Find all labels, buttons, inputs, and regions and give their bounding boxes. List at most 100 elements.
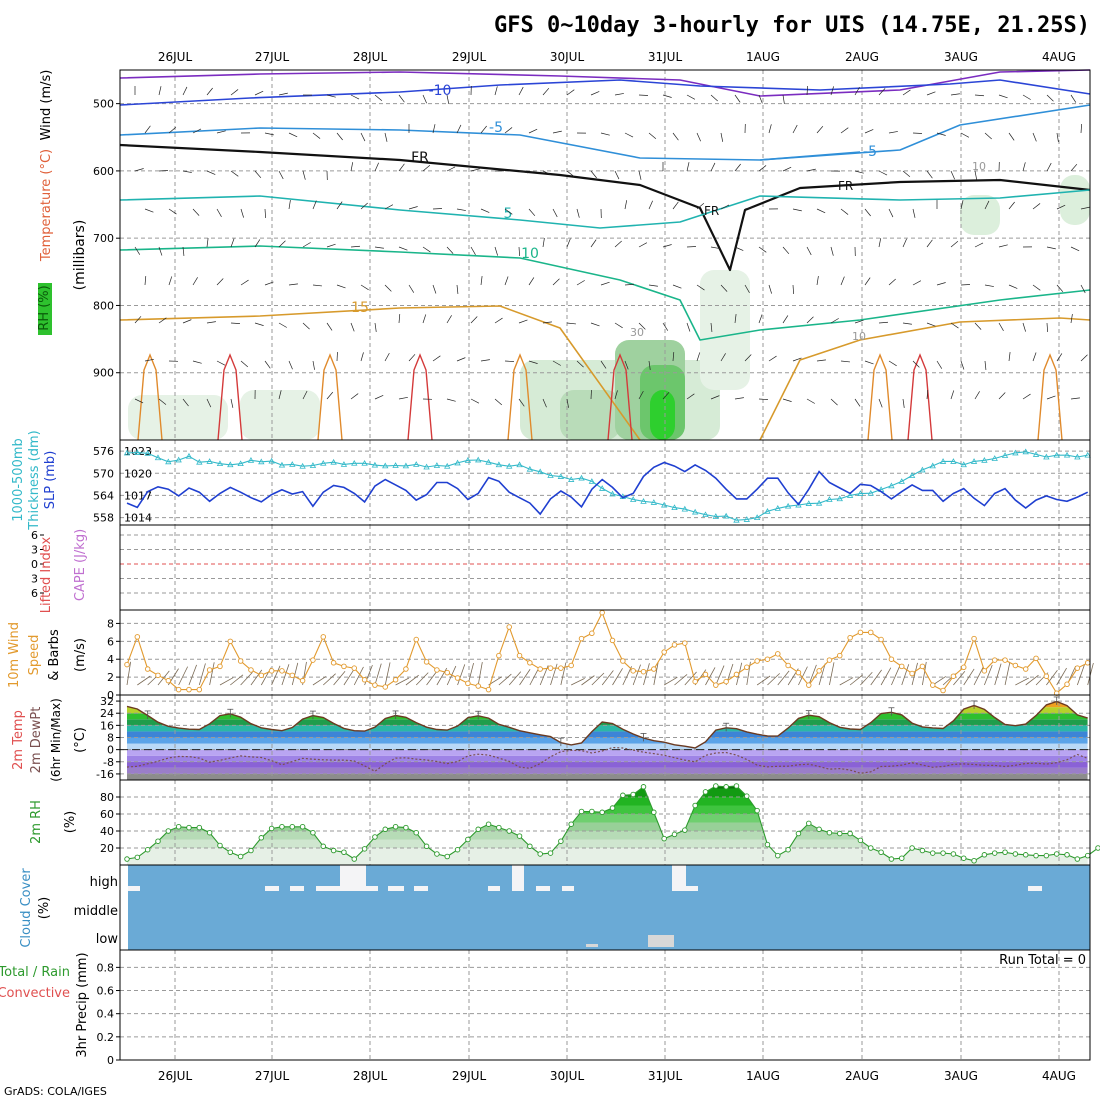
surface-wind-barb (209, 662, 215, 686)
y-tick-label: 0 (107, 689, 114, 702)
surface-rh-panel: 20 40 60 80 (100, 779, 1100, 866)
surface-wind-barb (612, 668, 623, 686)
wind-barb (840, 127, 849, 134)
wind-barb (360, 202, 368, 210)
wind-barb (480, 125, 487, 134)
thickness-marker (919, 466, 926, 473)
cloud-gap (672, 865, 686, 891)
surface-wind-barb (250, 669, 263, 686)
wind-barb (686, 94, 696, 100)
wind-speed-marker (878, 636, 884, 643)
y-tick-label: 800 (93, 299, 114, 312)
wind-barb (158, 317, 167, 324)
wind-barb (398, 396, 408, 400)
wind-barb (1008, 284, 1018, 289)
wind-speed-marker (258, 672, 265, 679)
wind-barb (182, 398, 189, 407)
contour-label: 10 (521, 246, 539, 262)
wind-barb (576, 280, 585, 286)
thickness-marker (423, 463, 430, 470)
surface-temperature-contour (407, 353, 433, 441)
wind-barb (912, 280, 922, 286)
wind-speed-marker (268, 668, 275, 674)
rh-marker (516, 833, 523, 839)
surface-wind-barb (415, 672, 429, 686)
wind-barb (902, 170, 911, 178)
thickness-marker (392, 462, 399, 468)
surface-wind-barb (230, 674, 244, 686)
cloud-gap (414, 886, 428, 891)
wind-speed-marker (289, 672, 296, 679)
thickness-marker (485, 458, 492, 465)
wind-barb (614, 322, 623, 329)
low-cloud-mark (648, 935, 674, 947)
wind-barb (398, 163, 405, 172)
rh-marker (826, 829, 833, 836)
wind-barb (504, 127, 513, 134)
y-tick-label: 20 (100, 842, 114, 855)
thickness-marker (444, 462, 451, 469)
wind-barb (528, 128, 538, 134)
wind-barb (638, 170, 642, 180)
thickness-marker (609, 490, 616, 497)
wind-speed-marker (1012, 662, 1019, 669)
wind-barb (888, 360, 897, 367)
date-label-top: 30JUL (550, 50, 585, 64)
wind-barb (744, 354, 752, 362)
wind-barb (926, 91, 936, 96)
wind-speed-marker (868, 629, 874, 636)
wind-barb (1008, 132, 1015, 141)
wind-barb (1046, 246, 1056, 250)
wind-barb (816, 359, 826, 362)
rh-marker (258, 835, 265, 841)
wind-barb (264, 360, 271, 369)
wind-barb (638, 322, 646, 330)
precip-axis-title: 3hr Precip (mm) (75, 952, 90, 1057)
surface-wind-barb (973, 666, 984, 686)
wind-barb (518, 170, 528, 174)
wind-barb (744, 284, 750, 293)
wind-barb (1056, 204, 1066, 210)
wind-barb (240, 279, 249, 286)
thickness-marker (1032, 451, 1040, 457)
rh-band (127, 848, 1088, 865)
wind-barb (206, 238, 209, 248)
thickness-marker (846, 492, 854, 498)
cloud-gap (512, 865, 524, 891)
wind-barb (672, 352, 675, 362)
wind-barb (662, 244, 672, 248)
thickness-marker (774, 505, 781, 511)
rh-marker (609, 805, 616, 811)
wind-barb (278, 240, 286, 248)
rh-marker (1084, 852, 1091, 859)
y-tick-label: 4 (107, 653, 114, 666)
thickness-marker (154, 454, 162, 461)
rh-marker (661, 835, 667, 842)
temperature-contour (119, 69, 1091, 97)
surface-wind-barb (271, 665, 281, 686)
wind-barb (192, 277, 198, 286)
temperature-axis-title: Temperature (°C) (39, 149, 54, 262)
thickness-marker (526, 465, 534, 472)
wind-barb (1070, 246, 1080, 252)
cloud-gap (488, 886, 500, 891)
rh-marker (206, 829, 213, 836)
thickness-marker (433, 462, 441, 468)
wind-barb (974, 94, 984, 97)
contour-label: FR (704, 204, 719, 218)
rh-marker (248, 847, 254, 854)
rh-marker (991, 850, 998, 856)
rh-band (127, 839, 1088, 848)
wind-speed-marker (651, 666, 657, 672)
wind-speed-marker (640, 668, 647, 675)
thickness-marker (691, 508, 699, 515)
rh-marker (671, 831, 678, 838)
thickness-marker (216, 460, 224, 467)
surface-wind-barb (674, 674, 688, 686)
wind-barb (854, 398, 861, 407)
y-tick-label: 60 (100, 808, 114, 821)
thickness-marker (206, 458, 213, 464)
rh-marker (744, 793, 750, 799)
wind-barb (254, 90, 264, 96)
